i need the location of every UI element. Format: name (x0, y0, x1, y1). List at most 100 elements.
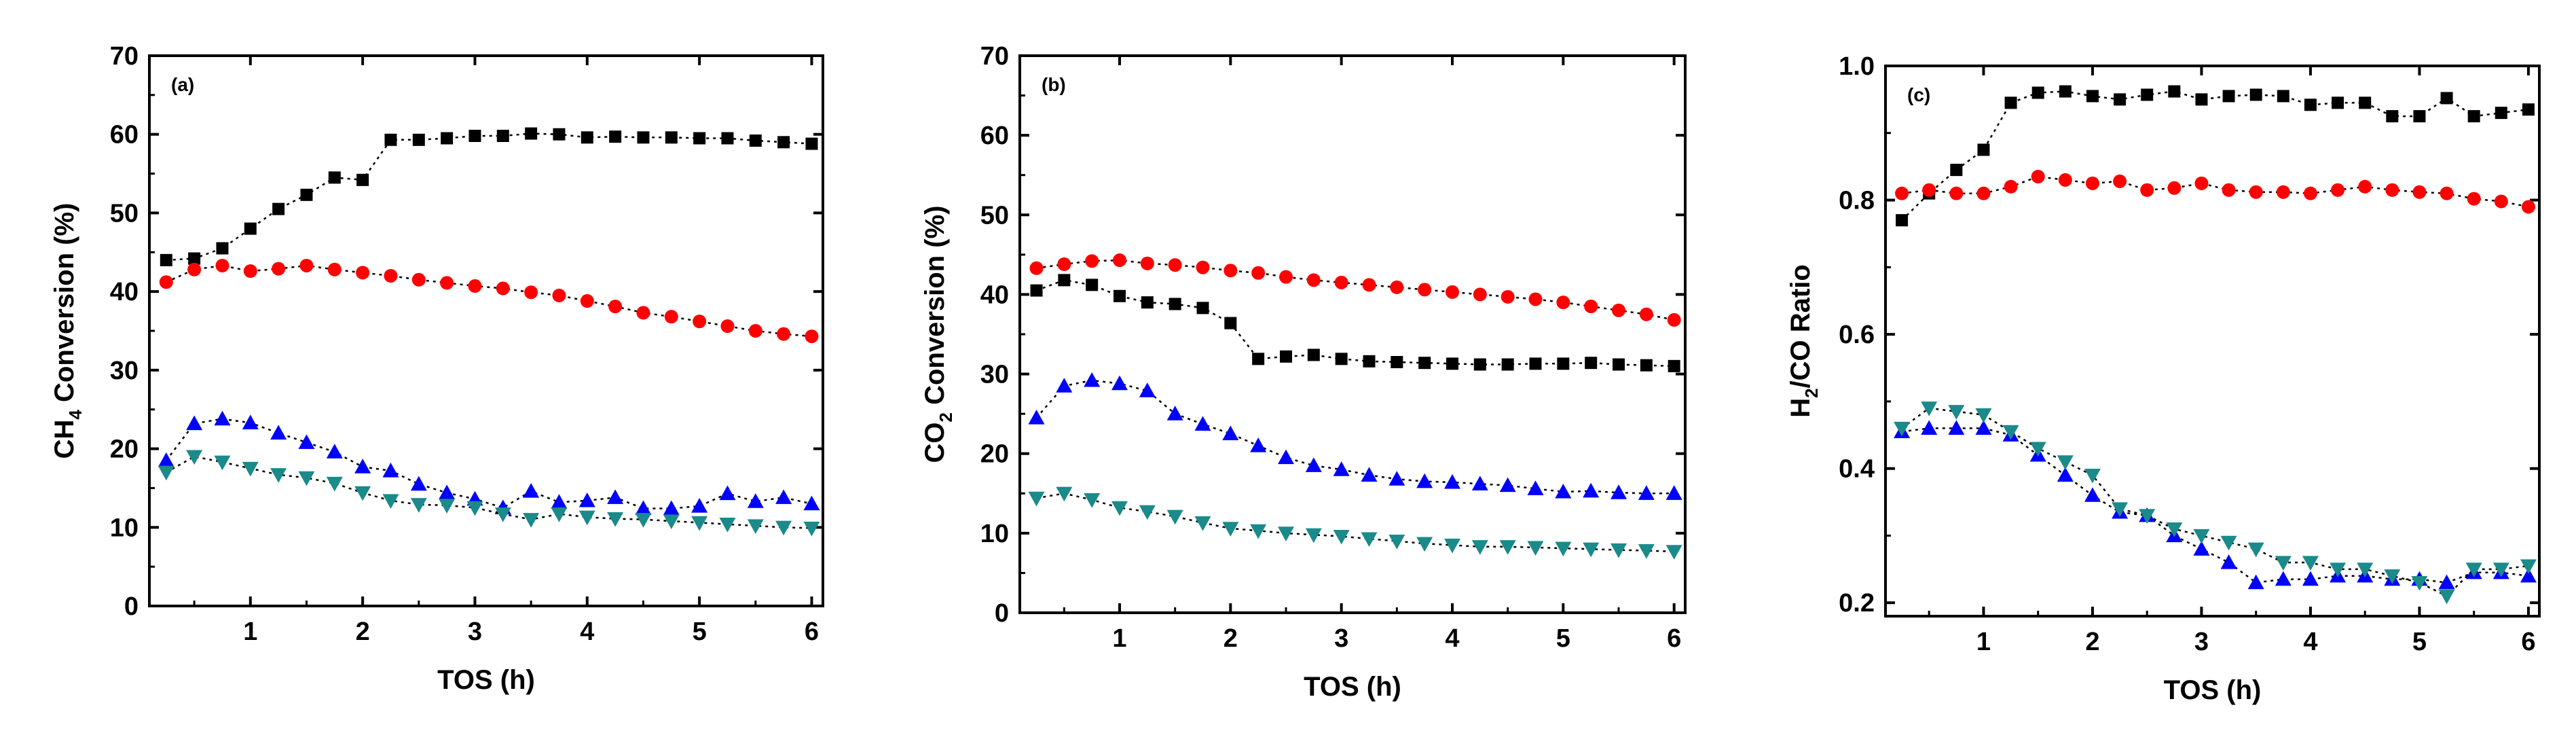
data-point (693, 132, 706, 145)
data-point (1305, 528, 1322, 543)
series-triangle-down (1028, 486, 1682, 560)
data-point (1922, 183, 1936, 197)
data-point (2085, 176, 2099, 190)
data-point (1333, 461, 1350, 476)
panel-label: (a) (171, 74, 194, 95)
data-point (410, 498, 427, 513)
data-point (1666, 485, 1682, 500)
y-axis-title-subscript: 4 (65, 410, 86, 420)
data-point (2140, 183, 2154, 197)
data-point (2331, 183, 2345, 197)
data-point (2332, 96, 2344, 109)
data-point (1611, 543, 1627, 558)
data-point (1418, 357, 1431, 370)
y-tick-label: 0.6 (1839, 321, 1875, 349)
x-axis-title: TOS (h) (437, 665, 535, 695)
data-point (242, 414, 259, 429)
data-point (1471, 540, 1488, 555)
data-point (2086, 90, 2099, 103)
data-point (2276, 185, 2290, 199)
data-point (1333, 529, 1350, 545)
x-tick-label: 6 (2521, 628, 2535, 656)
data-point (2222, 90, 2235, 103)
data-point (411, 272, 426, 287)
data-point (1388, 471, 1405, 486)
data-point (354, 459, 371, 474)
data-point (298, 471, 315, 486)
data-point (1501, 358, 1514, 371)
data-point (1666, 545, 1682, 560)
y-tick-label: 0 (124, 592, 139, 621)
data-point (1114, 289, 1126, 302)
data-point (2247, 542, 2264, 558)
data-point (2058, 173, 2072, 187)
data-point (2112, 502, 2129, 517)
x-tick-label: 4 (2303, 628, 2317, 656)
data-point (1975, 420, 1992, 435)
x-tick-label: 1 (1976, 628, 1991, 656)
data-point (1388, 534, 1405, 550)
data-point (1556, 296, 1570, 310)
data-point (1251, 266, 1266, 280)
data-point (2465, 562, 2482, 577)
x-tick-label: 2 (356, 618, 370, 646)
data-point (244, 222, 257, 235)
data-point (496, 281, 510, 296)
data-point (2522, 103, 2535, 116)
data-point (298, 434, 315, 449)
data-point (748, 324, 762, 338)
data-point (354, 486, 371, 501)
y-axis-title-main: CO (920, 422, 950, 463)
data-point (1390, 280, 1404, 294)
y-tick-label: 0 (995, 599, 1009, 628)
y-tick-label: 60 (110, 121, 139, 149)
x-tick-label: 5 (2412, 628, 2427, 656)
data-point (1139, 382, 1156, 397)
data-point (1168, 258, 1182, 272)
y-tick-label: 0.8 (1839, 187, 1875, 215)
data-point (1611, 484, 1627, 499)
data-point (2494, 194, 2508, 209)
y-axis-title: H2/CO Ratio (1786, 264, 1822, 418)
data-point (1638, 544, 1655, 559)
data-point (1056, 378, 1073, 393)
data-point (214, 410, 231, 426)
series-circle (1895, 169, 2535, 214)
y-axis-title-main: H (1786, 398, 1816, 418)
data-point (1446, 285, 1459, 299)
data-point (2275, 556, 2292, 571)
data-point (2247, 574, 2264, 590)
data-point (1111, 375, 1128, 391)
data-point (1612, 303, 1625, 317)
data-point (2275, 571, 2292, 586)
data-point (1252, 353, 1265, 365)
data-point (749, 134, 762, 147)
data-point (1638, 485, 1655, 500)
data-point (1444, 474, 1460, 489)
data-point (693, 315, 707, 329)
data-point (2004, 179, 2018, 194)
data-point (608, 300, 623, 314)
data-point (1528, 292, 1543, 306)
data-point (2330, 562, 2347, 577)
data-point (466, 501, 483, 516)
data-point (412, 133, 425, 146)
data-point (552, 288, 566, 302)
y-axis-title-main: CH (50, 420, 79, 459)
data-point (803, 495, 820, 511)
data-point (1224, 317, 1237, 329)
data-point (382, 494, 399, 509)
data-point (1113, 253, 1126, 268)
data-point (2492, 562, 2509, 577)
data-point (1585, 357, 1598, 370)
data-point (2057, 455, 2074, 470)
data-point (1084, 372, 1101, 387)
data-point (1895, 186, 1909, 200)
data-point (747, 519, 764, 534)
data-point (1921, 401, 1938, 416)
y-tick-label: 20 (980, 440, 1009, 469)
series-circle (159, 258, 819, 344)
data-point (326, 444, 343, 459)
